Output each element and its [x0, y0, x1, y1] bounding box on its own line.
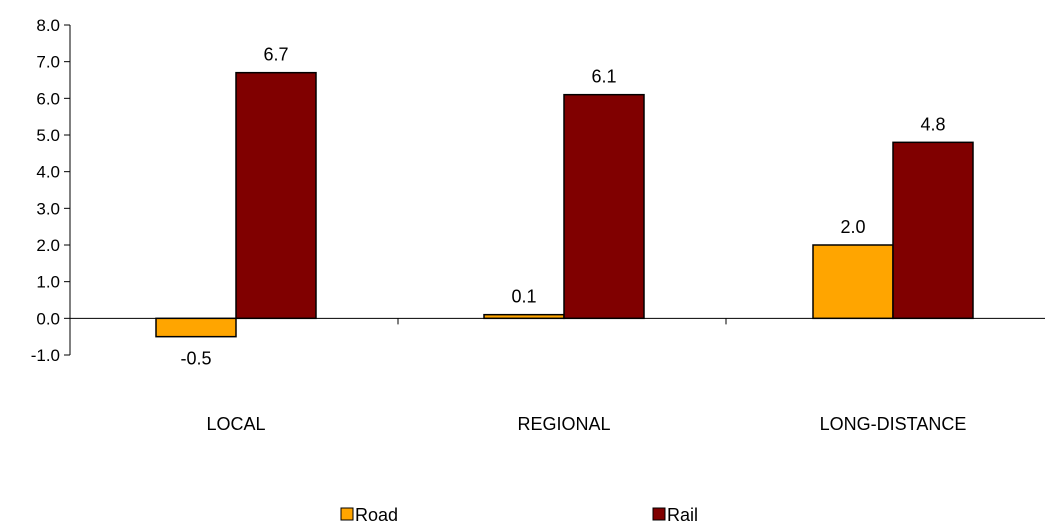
category-label: LOCAL	[206, 414, 265, 434]
y-tick-label: 3.0	[36, 199, 60, 218]
legend-label-road: Road	[355, 505, 398, 524]
bar-rail-local	[235, 71, 317, 320]
y-tick-label: 8.0	[36, 16, 60, 35]
data-label-road-long-distance: 2.0	[840, 217, 865, 237]
legend-label-rail: Rail	[667, 505, 698, 524]
data-labels: -0.5 6.7 0.1 6.1 2.0 4.8	[180, 45, 945, 369]
bar-road-local	[155, 317, 237, 338]
bar-rail-regional	[563, 93, 645, 320]
data-label-road-regional: 0.1	[511, 287, 536, 307]
y-tick-label: 7.0	[36, 53, 60, 72]
y-axis: -1.0 0.0 1.0 2.0 3.0 4.0 5.0 6.0 7.0 8.0	[31, 16, 71, 365]
data-label-rail-local: 6.7	[263, 45, 288, 65]
y-tick-label: -1.0	[31, 346, 60, 365]
legend-swatch-road	[340, 507, 354, 521]
bars	[155, 71, 974, 338]
data-label-rail-long-distance: 4.8	[920, 114, 945, 134]
category-label: REGIONAL	[517, 414, 610, 434]
y-tick-label: 5.0	[36, 126, 60, 145]
data-label-rail-regional: 6.1	[591, 67, 616, 87]
y-tick-label: 2.0	[36, 236, 60, 255]
y-tick-label: 0.0	[36, 309, 60, 328]
bar-road-regional	[483, 313, 565, 320]
category-label: LONG-DISTANCE	[820, 414, 967, 434]
y-tick-label: 6.0	[36, 89, 60, 108]
y-tick-label: 1.0	[36, 273, 60, 292]
legend: Road Rail	[340, 505, 698, 524]
legend-swatch-rail	[652, 507, 666, 521]
bar-road-long-distance	[812, 244, 894, 320]
bar-rail-long-distance	[892, 141, 974, 320]
category-labels: LOCAL REGIONAL LONG-DISTANCE	[206, 414, 966, 434]
data-label-road-local: -0.5	[180, 349, 211, 369]
y-tick-label: 4.0	[36, 163, 60, 182]
